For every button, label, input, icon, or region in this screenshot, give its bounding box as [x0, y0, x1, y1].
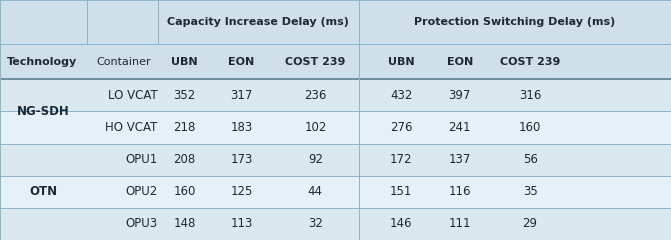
Text: 160: 160: [519, 121, 541, 134]
Text: COST 239: COST 239: [285, 57, 346, 67]
Text: LO VCAT: LO VCAT: [108, 89, 158, 102]
Text: 35: 35: [523, 185, 537, 198]
Text: 352: 352: [173, 89, 196, 102]
Bar: [0, 208, 671, 240]
Text: 29: 29: [523, 217, 537, 230]
Text: UBN: UBN: [171, 57, 198, 67]
Bar: [0, 0, 671, 44]
Text: 432: 432: [390, 89, 413, 102]
Text: 125: 125: [230, 185, 253, 198]
Text: 183: 183: [230, 121, 253, 134]
Bar: [0, 79, 671, 111]
Text: NG-SDH: NG-SDH: [17, 105, 70, 118]
Text: 146: 146: [390, 217, 413, 230]
Text: 173: 173: [230, 153, 253, 166]
Text: 218: 218: [173, 121, 196, 134]
Text: 241: 241: [448, 121, 471, 134]
Text: 137: 137: [448, 153, 471, 166]
Text: 276: 276: [390, 121, 413, 134]
Text: HO VCAT: HO VCAT: [105, 121, 158, 134]
Text: 116: 116: [448, 185, 471, 198]
Text: 102: 102: [304, 121, 327, 134]
Bar: [0, 176, 671, 208]
Text: OPU2: OPU2: [125, 185, 158, 198]
Text: COST 239: COST 239: [500, 57, 560, 67]
Text: EON: EON: [446, 57, 473, 67]
Text: 208: 208: [173, 153, 196, 166]
Text: 148: 148: [173, 217, 196, 230]
Text: Capacity Increase Delay (ms): Capacity Increase Delay (ms): [167, 17, 350, 27]
Text: 236: 236: [304, 89, 327, 102]
Text: OTN: OTN: [30, 185, 58, 198]
Text: 92: 92: [308, 153, 323, 166]
Text: 397: 397: [448, 89, 471, 102]
Text: OPU1: OPU1: [125, 153, 158, 166]
Text: Container: Container: [97, 57, 152, 67]
Bar: [0, 144, 671, 176]
Text: 32: 32: [308, 217, 323, 230]
Text: 172: 172: [390, 153, 413, 166]
Bar: [0, 44, 671, 79]
Text: 56: 56: [523, 153, 537, 166]
Text: 113: 113: [230, 217, 253, 230]
Text: Technology: Technology: [7, 57, 77, 67]
Text: 316: 316: [519, 89, 541, 102]
Text: 317: 317: [230, 89, 253, 102]
Text: 160: 160: [173, 185, 196, 198]
Text: 111: 111: [448, 217, 471, 230]
Text: EON: EON: [228, 57, 255, 67]
Text: OPU3: OPU3: [125, 217, 158, 230]
Text: UBN: UBN: [388, 57, 415, 67]
Text: 151: 151: [390, 185, 413, 198]
Text: 44: 44: [308, 185, 323, 198]
Bar: [0, 111, 671, 144]
Text: Protection Switching Delay (ms): Protection Switching Delay (ms): [415, 17, 615, 27]
